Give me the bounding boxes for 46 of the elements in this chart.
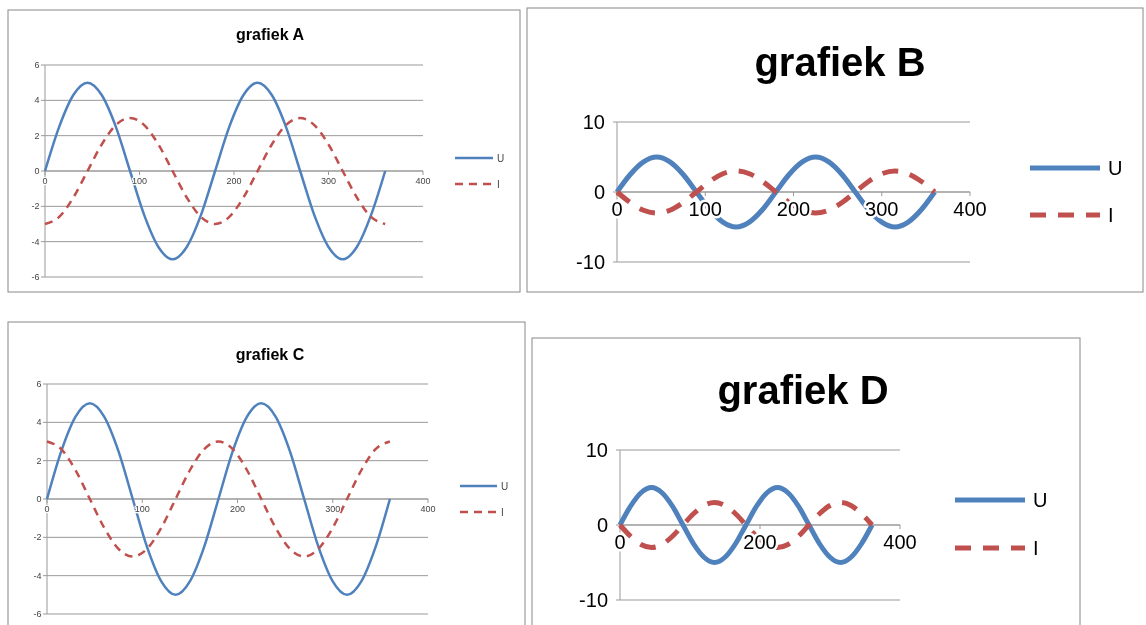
y-tick-label: 2 bbox=[36, 455, 42, 466]
line-series bbox=[43, 116, 387, 226]
legend-label: I bbox=[501, 506, 504, 518]
legend-label: U bbox=[1033, 489, 1048, 511]
y-tick-label: -2 bbox=[31, 201, 40, 212]
x-tick-label: 400 bbox=[953, 198, 987, 220]
y-tick-label: 10 bbox=[582, 111, 605, 133]
y-tick-label: -6 bbox=[31, 272, 40, 283]
y-tick-label: 10 bbox=[585, 439, 608, 461]
y-tick-label: -10 bbox=[576, 251, 605, 273]
x-tick-label: 300 bbox=[320, 176, 337, 186]
y-tick-label: -4 bbox=[31, 236, 40, 247]
chart-title: grafiek C bbox=[235, 346, 305, 363]
legend-label: U bbox=[497, 152, 505, 164]
x-tick-label: 400 bbox=[420, 504, 436, 514]
x-tick-label: 200 bbox=[226, 176, 242, 186]
y-tick-label: 4 bbox=[36, 417, 42, 428]
x-tick-label: 200 bbox=[776, 198, 811, 220]
x-tick-label: 0 bbox=[611, 198, 623, 220]
y-tick-label: -6 bbox=[33, 609, 42, 620]
line-series bbox=[43, 81, 387, 261]
legend-label: I bbox=[497, 178, 500, 190]
chart-title: grafiek A bbox=[236, 26, 305, 43]
y-tick-label: 0 bbox=[34, 166, 40, 177]
line-series bbox=[45, 401, 392, 597]
x-tick-label: 400 bbox=[883, 531, 917, 553]
y-tick-label: 4 bbox=[34, 95, 40, 106]
legend-label: I bbox=[1108, 204, 1114, 226]
y-tick-label: -2 bbox=[33, 532, 42, 543]
x-tick-label: 0 bbox=[614, 531, 626, 553]
x-tick-label: 400 bbox=[415, 176, 431, 186]
x-tick-label: 0 bbox=[44, 504, 50, 514]
y-tick-label: -4 bbox=[33, 570, 42, 581]
y-tick-label: 2 bbox=[34, 130, 40, 141]
legend-label: U bbox=[501, 480, 509, 492]
legend-label: I bbox=[1033, 537, 1039, 559]
y-tick-label: 6 bbox=[36, 379, 42, 390]
y-tick-label: 0 bbox=[36, 494, 42, 505]
y-tick-label: 6 bbox=[34, 60, 40, 71]
chart-title: grafiek D bbox=[717, 368, 889, 412]
legend-label: U bbox=[1108, 157, 1123, 179]
x-tick-label: 300 bbox=[325, 504, 341, 514]
y-tick-label: -10 bbox=[579, 589, 608, 611]
chart-title: grafiek B bbox=[754, 40, 926, 84]
line-series bbox=[45, 440, 392, 558]
x-tick-label: 200 bbox=[229, 504, 246, 514]
